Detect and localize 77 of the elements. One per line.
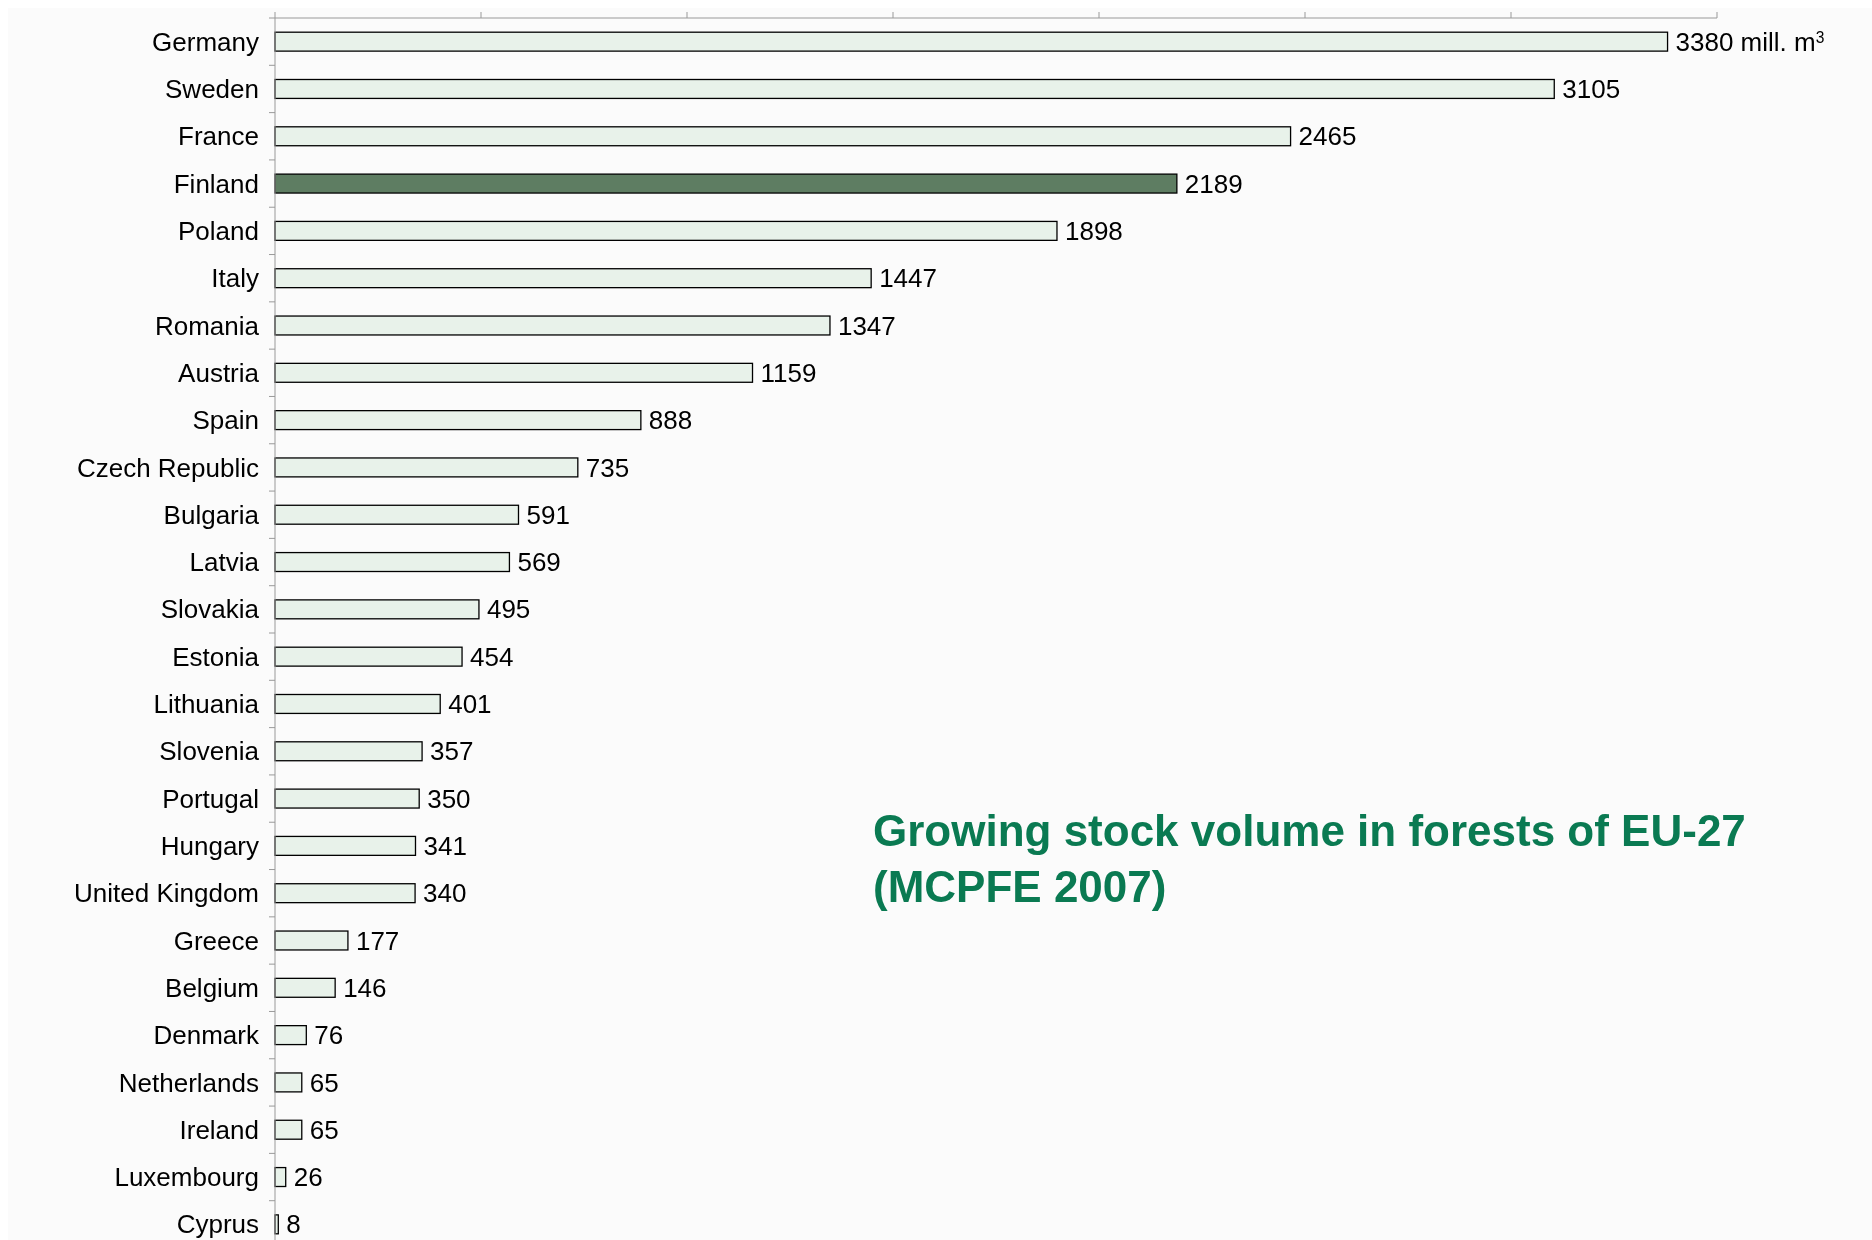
- y-tick-label: Hungary: [160, 830, 259, 861]
- y-tick-label: Poland: [178, 215, 259, 246]
- bar: [274, 457, 579, 478]
- y-tick-label: Slovenia: [159, 736, 260, 767]
- y-tick-label: Ireland: [179, 1114, 259, 1145]
- data-label: 76: [314, 1020, 344, 1051]
- bar: [274, 31, 1669, 52]
- bar: [274, 504, 520, 525]
- data-label: 3105: [1562, 74, 1621, 105]
- bar: [274, 126, 1292, 147]
- data-label: 3380 mill. m$^{3}$: [1675, 26, 1825, 57]
- bar: [274, 788, 420, 809]
- data-label: 357: [430, 736, 474, 767]
- data-label: 569: [517, 547, 561, 578]
- data-label: 26: [293, 1162, 323, 1193]
- data-label: 2189: [1184, 168, 1243, 199]
- data-label: 8: [286, 1209, 301, 1240]
- y-tick-label: Sweden: [165, 74, 259, 105]
- bar: [274, 930, 349, 951]
- y-tick-label: Spain: [192, 405, 259, 436]
- data-label: 735: [585, 452, 630, 483]
- bar: [274, 883, 416, 904]
- y-tick-label: Portugal: [162, 783, 259, 814]
- bar: [274, 977, 336, 998]
- data-label: 340: [423, 878, 467, 909]
- bar: [274, 220, 1058, 241]
- y-tick-label: Slovakia: [160, 594, 260, 625]
- y-tick-label: Lithuania: [153, 689, 260, 720]
- bar: [274, 78, 1555, 100]
- data-label: 1447: [879, 263, 938, 294]
- data-label: 495: [486, 594, 531, 625]
- bar: [274, 1119, 303, 1140]
- bar: [274, 268, 872, 289]
- y-tick-label: Cyprus: [176, 1209, 259, 1240]
- bar: [274, 693, 441, 715]
- data-label: 888: [648, 405, 693, 436]
- y-tick-label: Romania: [154, 310, 260, 341]
- bar: [274, 410, 642, 431]
- data-label: 350: [427, 783, 471, 814]
- bar: [274, 741, 423, 762]
- data-label: 1347: [837, 310, 896, 341]
- y-tick-label: Bulgaria: [163, 499, 260, 530]
- y-tick-label: Belgium: [165, 972, 259, 1003]
- y-tick-label: Germany: [152, 26, 259, 57]
- data-label: 146: [343, 972, 387, 1003]
- y-tick-label: Greece: [173, 925, 259, 956]
- y-tick-label: Estonia: [172, 641, 260, 672]
- y-tick-label: Netherlands: [118, 1067, 259, 1098]
- data-label: 2465: [1298, 121, 1357, 152]
- data-label: 65: [309, 1114, 339, 1145]
- y-tick-label: United Kingdom: [74, 878, 259, 909]
- data-label: 65: [309, 1067, 339, 1098]
- bar: [274, 1025, 307, 1046]
- text: Growing stock volume in forests of EU-27 (MCPFE 2007): [873, 805, 1747, 913]
- y-tick-label: Latvia: [189, 547, 260, 578]
- bar: [274, 599, 480, 620]
- data-label: 401: [448, 689, 492, 720]
- bar: [274, 835, 417, 856]
- data-label: 454: [470, 641, 514, 672]
- y-tick-label: France: [178, 121, 259, 152]
- y-tick-label: Luxembourg: [114, 1162, 259, 1193]
- bar: [274, 173, 1178, 194]
- data-label: 341: [423, 830, 467, 861]
- y-tick-label: Italy: [211, 263, 259, 294]
- data-label: 591: [526, 499, 570, 530]
- data-label: 1159: [760, 357, 817, 388]
- y-tick-label: Denmark: [153, 1020, 260, 1051]
- bar: [274, 1072, 303, 1093]
- bar: [274, 362, 754, 383]
- bar: [274, 315, 831, 336]
- y-tick-label: Czech Republic: [76, 452, 259, 483]
- y-tick-label: Austria: [178, 357, 260, 388]
- data-label: 1898: [1064, 215, 1123, 246]
- bar: [274, 551, 511, 573]
- data-label: 177: [355, 925, 400, 956]
- y-tick-label: Finland: [173, 168, 259, 199]
- bar: [274, 646, 463, 667]
